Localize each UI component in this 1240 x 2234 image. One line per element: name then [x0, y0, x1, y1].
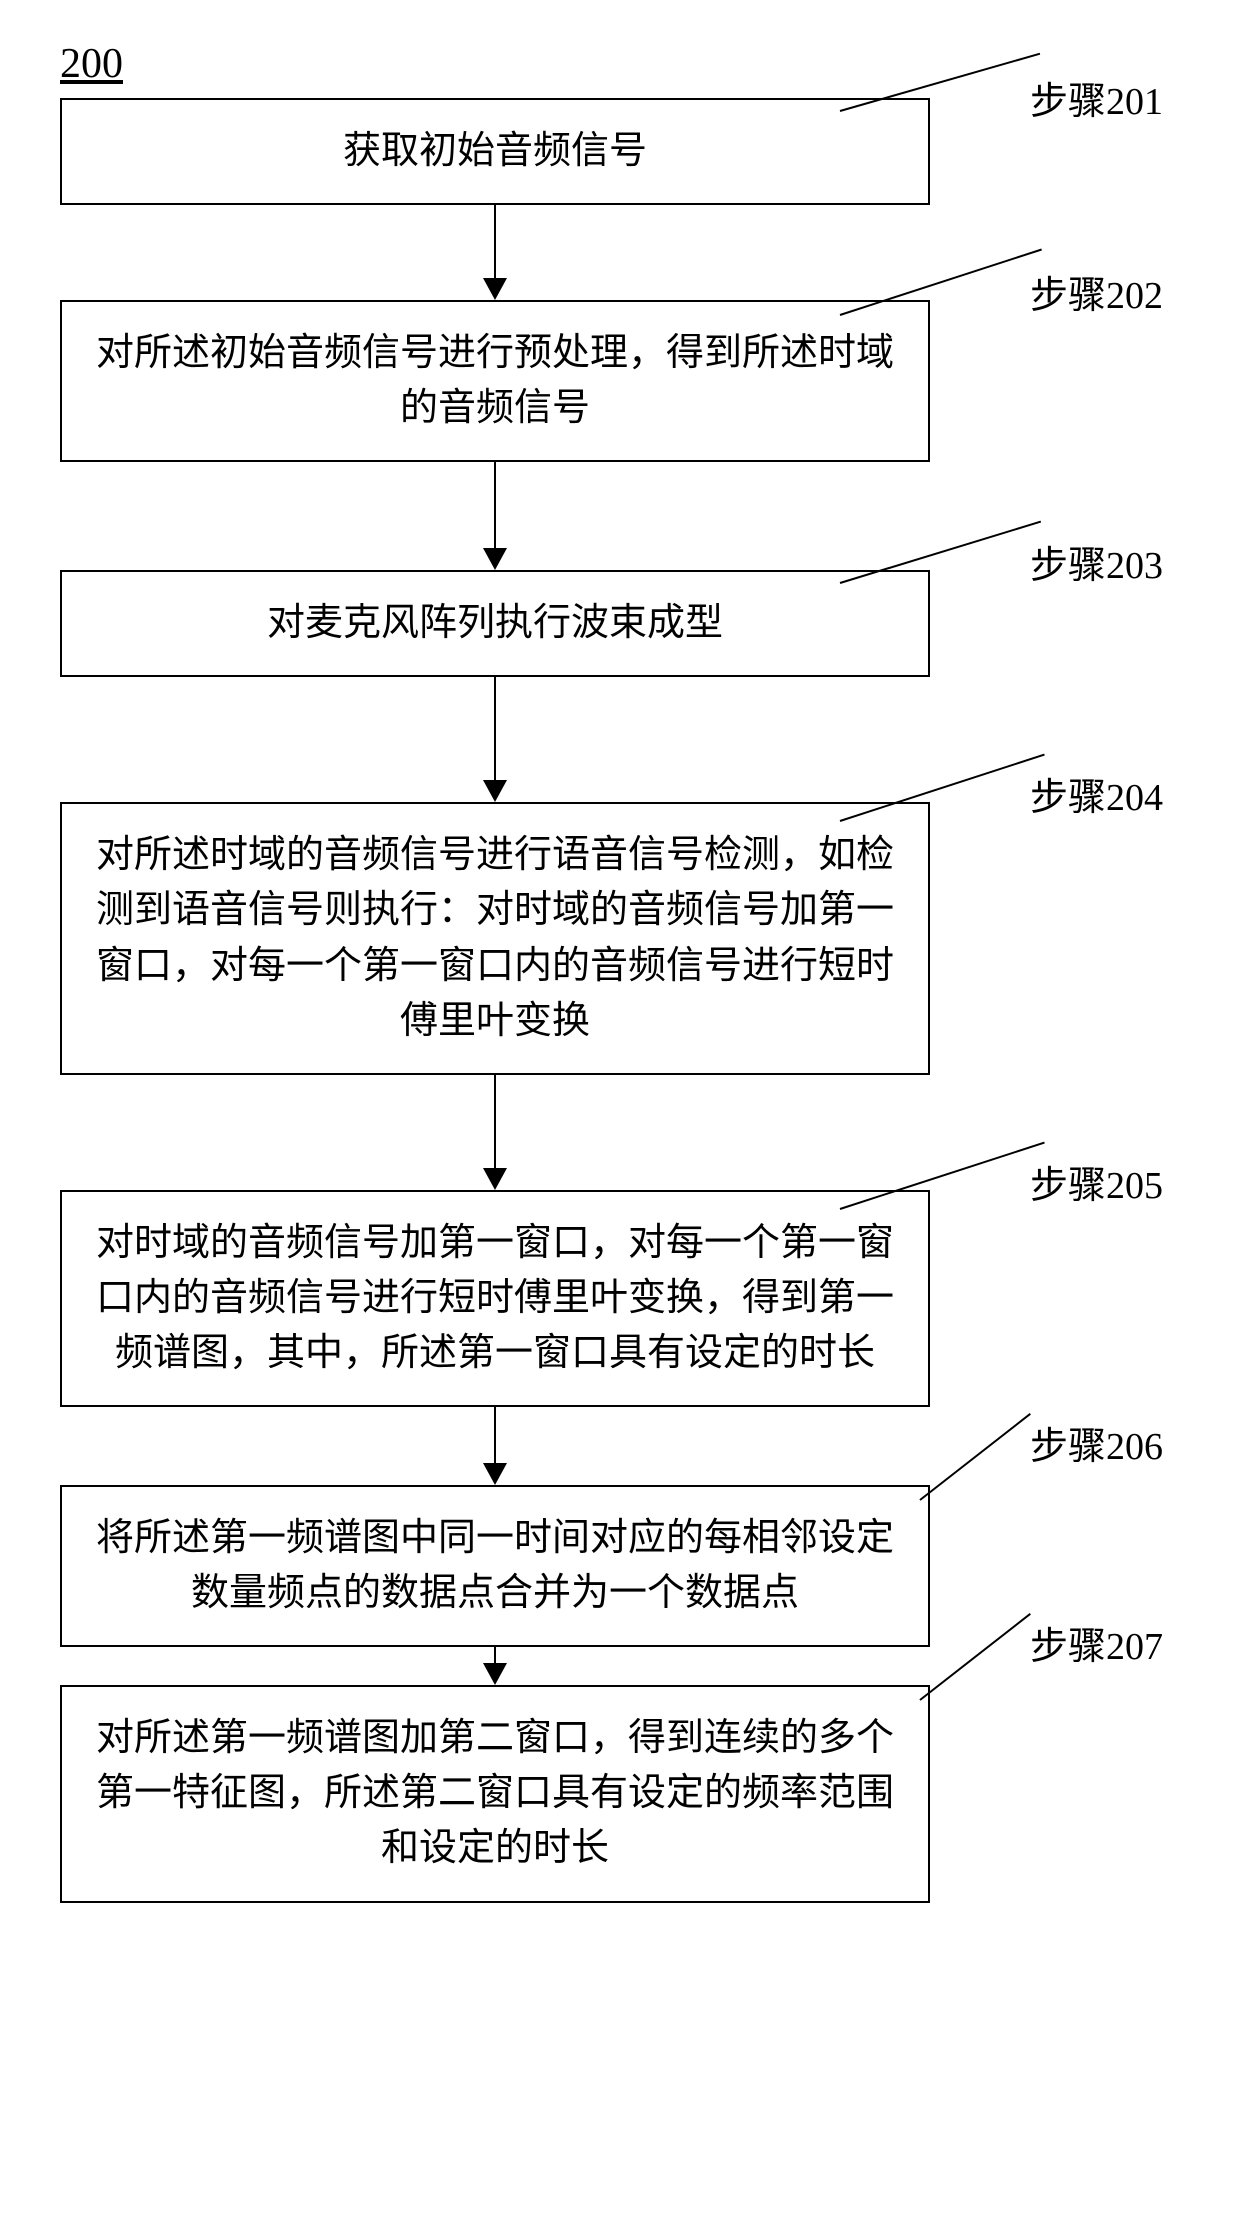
arrow-down-icon — [60, 1647, 930, 1685]
step-row: 将所述第一频谱图中同一时间对应的每相邻设定数量频点的数据点合并为一个数据点步骤2… — [60, 1485, 1180, 1647]
step-label: 步骤207 — [1030, 1615, 1163, 1670]
step-label: 步骤202 — [1030, 264, 1163, 319]
step-row: 对所述时域的音频信号进行语音信号检测，如检测到语音信号则执行：对时域的音频信号加… — [60, 802, 1180, 1074]
step-box: 对所述时域的音频信号进行语音信号检测，如检测到语音信号则执行：对时域的音频信号加… — [60, 802, 930, 1074]
arrow-down-icon — [60, 677, 930, 802]
step-label: 步骤205 — [1030, 1154, 1163, 1209]
step-label: 步骤203 — [1030, 534, 1163, 589]
diagram-id: 200 — [60, 40, 1180, 88]
step-box: 对所述第一频谱图加第二窗口，得到连续的多个第一特征图，所述第二窗口具有设定的频率… — [60, 1685, 930, 1902]
step-label: 步骤206 — [1030, 1415, 1163, 1470]
flowchart: 获取初始音频信号步骤201对所述初始音频信号进行预处理，得到所述时域的音频信号步… — [60, 98, 1180, 1903]
step-box: 获取初始音频信号 — [60, 98, 930, 205]
step-row: 对所述初始音频信号进行预处理，得到所述时域的音频信号步骤202 — [60, 300, 1180, 462]
step-row: 对麦克风阵列执行波束成型步骤203 — [60, 570, 1180, 677]
step-row: 对所述第一频谱图加第二窗口，得到连续的多个第一特征图，所述第二窗口具有设定的频率… — [60, 1685, 1180, 1902]
step-label: 步骤204 — [1030, 766, 1163, 821]
step-box: 对时域的音频信号加第一窗口，对每一个第一窗口内的音频信号进行短时傅里叶变换，得到… — [60, 1190, 930, 1407]
arrow-down-icon — [60, 1075, 930, 1190]
step-box: 将所述第一频谱图中同一时间对应的每相邻设定数量频点的数据点合并为一个数据点 — [60, 1485, 930, 1647]
step-row: 获取初始音频信号步骤201 — [60, 98, 1180, 205]
step-row: 对时域的音频信号加第一窗口，对每一个第一窗口内的音频信号进行短时傅里叶变换，得到… — [60, 1190, 1180, 1407]
arrow-down-icon — [60, 205, 930, 300]
arrow-down-icon — [60, 1407, 930, 1485]
step-box: 对麦克风阵列执行波束成型 — [60, 570, 930, 677]
step-box: 对所述初始音频信号进行预处理，得到所述时域的音频信号 — [60, 300, 930, 462]
step-label: 步骤201 — [1030, 70, 1163, 125]
connector-line — [919, 1413, 1031, 1501]
arrow-down-icon — [60, 462, 930, 570]
